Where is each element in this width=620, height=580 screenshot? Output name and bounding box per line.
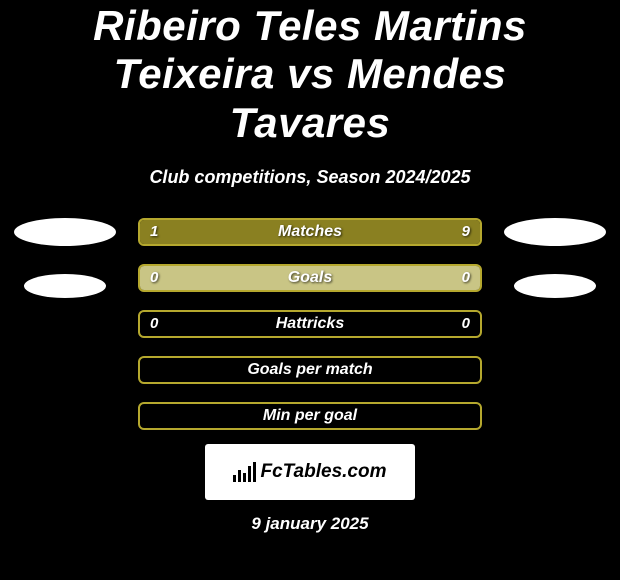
left-team-column	[10, 218, 120, 298]
page-title: Ribeiro Teles Martins Teixeira vs Mendes…	[10, 0, 610, 155]
team-badge-placeholder	[24, 274, 106, 298]
stat-row: Min per goal	[138, 402, 482, 430]
stat-row: 19Matches	[138, 218, 482, 246]
stat-row: 00Hattricks	[138, 310, 482, 338]
subtitle: Club competitions, Season 2024/2025	[10, 167, 610, 188]
footer-date: 9 january 2025	[10, 514, 610, 534]
stat-label: Goals per match	[140, 358, 480, 382]
stat-label: Goals	[140, 266, 480, 290]
stats-zone: 19Matches 00Goals 00Hattricks Goals per mat…	[10, 218, 610, 430]
team-badge-placeholder	[504, 218, 606, 246]
team-badge-placeholder	[14, 218, 116, 246]
stat-row: 00Goals	[138, 264, 482, 292]
team-badge-placeholder	[514, 274, 596, 298]
stat-label: Hattricks	[140, 312, 480, 336]
bar-chart-icon	[233, 462, 256, 482]
brand-badge: FcTables.com	[205, 444, 415, 500]
stat-label: Min per goal	[140, 404, 480, 428]
stat-row: Goals per match	[138, 356, 482, 384]
stat-bars: 19Matches 00Goals 00Hattricks Goals per mat…	[138, 218, 482, 430]
stat-label: Matches	[140, 220, 480, 244]
right-team-column	[500, 218, 610, 298]
brand-text: FcTables.com	[260, 461, 386, 483]
